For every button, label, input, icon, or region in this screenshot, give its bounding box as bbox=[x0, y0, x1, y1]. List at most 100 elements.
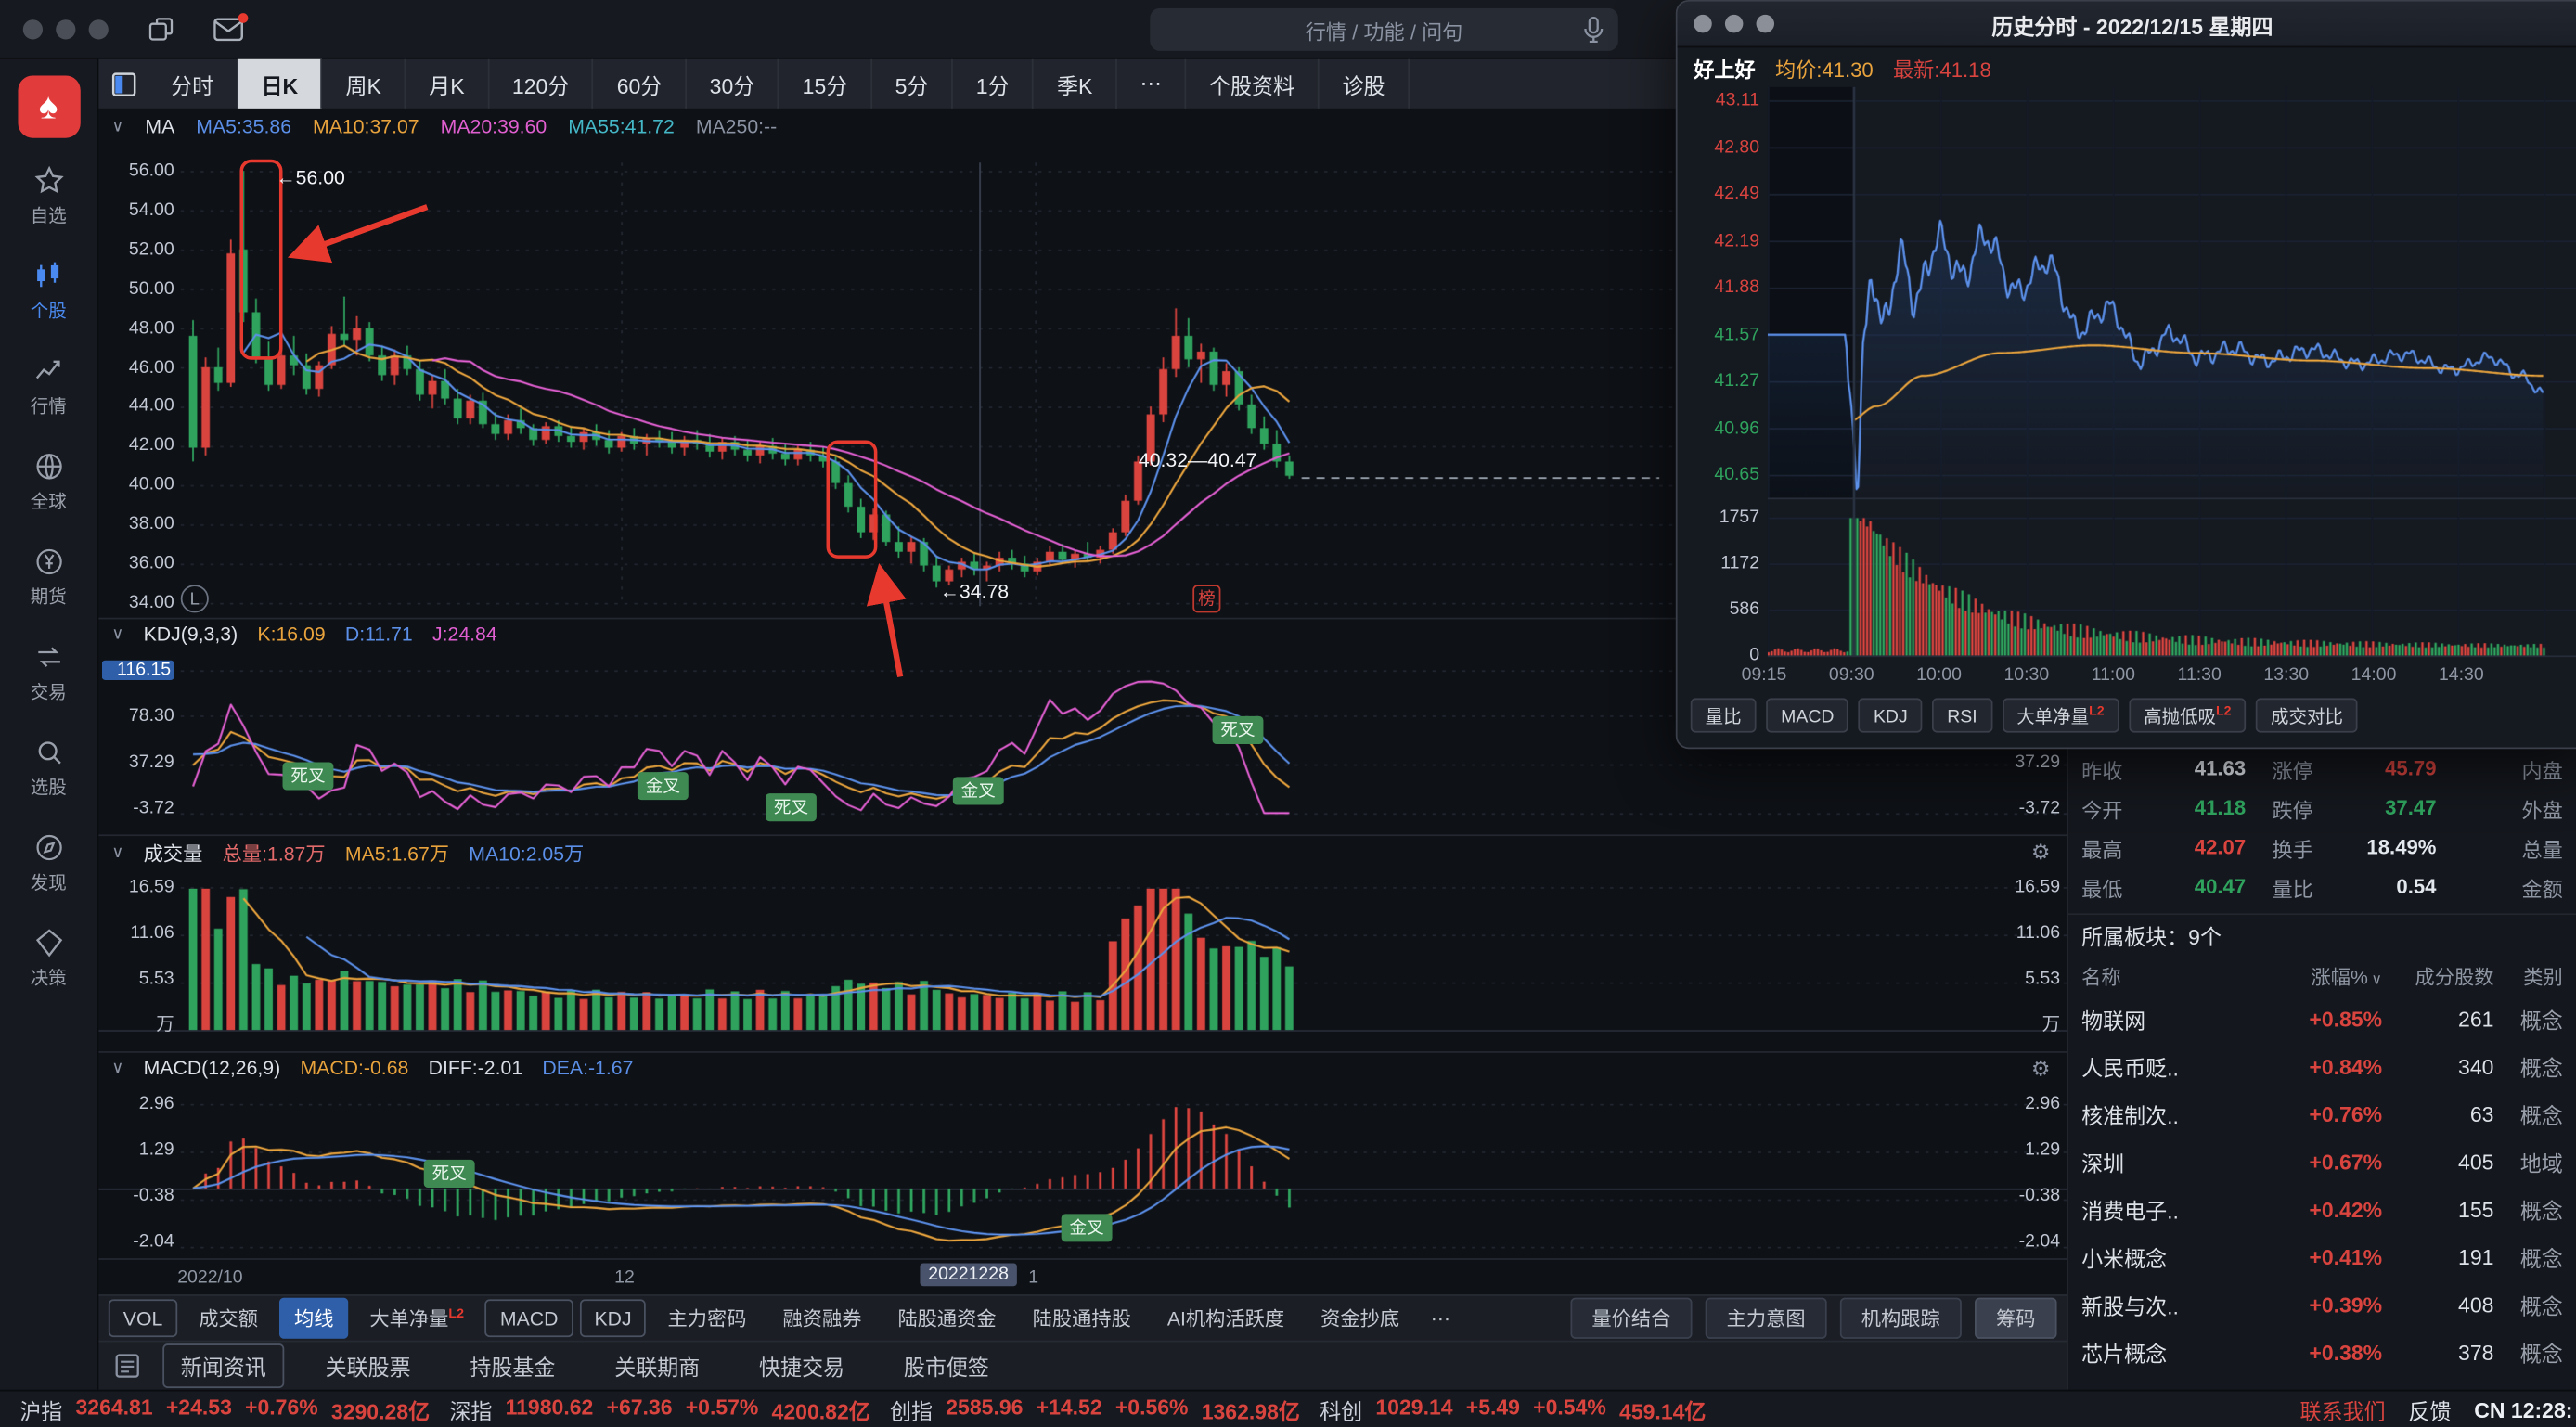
period-tab[interactable]: 月K bbox=[406, 58, 490, 109]
mail-icon[interactable] bbox=[213, 12, 249, 41]
column-header-name[interactable]: 名称 bbox=[2081, 965, 2121, 988]
stock-info-tab[interactable]: 诊股 bbox=[1320, 58, 1410, 109]
collapse-icon[interactable]: ∨ bbox=[111, 843, 124, 863]
bottom-tab[interactable]: 关联期商 bbox=[597, 1343, 718, 1388]
board-row[interactable]: 深圳 +0.67% 405 地域 bbox=[2068, 1138, 2576, 1186]
minimize-window-button[interactable] bbox=[56, 19, 76, 39]
sidebar-item-trade[interactable]: 交易 bbox=[31, 640, 67, 704]
bottom-tab[interactable]: 关联股票 bbox=[307, 1343, 429, 1388]
analysis-button[interactable]: 量价结合 bbox=[1570, 1297, 1693, 1339]
sidebar-item-stock[interactable]: 个股 bbox=[31, 260, 67, 324]
indicator-button[interactable]: 资金抄底 bbox=[1306, 1298, 1414, 1339]
macd-header[interactable]: ∨ MACD(12,26,9) MACD:-0.68 DIFF:-2.01 DE… bbox=[111, 1056, 633, 1079]
analysis-button[interactable]: 机构跟踪 bbox=[1839, 1297, 1962, 1339]
sidebar-item-strategy[interactable]: 决策 bbox=[31, 927, 67, 991]
period-tab[interactable]: 30分 bbox=[687, 58, 779, 109]
index-quote[interactable]: 科创 1029.14 +5.49 +0.54% 459.14亿 bbox=[1320, 1394, 1706, 1425]
period-tab[interactable]: 分时 bbox=[148, 58, 238, 109]
board-row[interactable]: 物联网 +0.85% 261 概念 bbox=[2068, 996, 2576, 1043]
board-row[interactable]: 人民币贬.. +0.84% 340 概念 bbox=[2068, 1043, 2576, 1090]
period-tab[interactable]: 15分 bbox=[779, 58, 872, 109]
board-row[interactable]: 其他电子 -0.51% 36 行业 bbox=[2068, 1377, 2576, 1390]
volume-header[interactable]: ∨ 成交量 总量:1.87万 MA5:1.67万 MA10:2.05万 bbox=[111, 840, 584, 868]
indicator-button[interactable]: 主力密码 bbox=[653, 1298, 762, 1339]
minimize-icon[interactable] bbox=[1724, 14, 1744, 33]
indicator-tab[interactable]: 量比 bbox=[1690, 698, 1757, 733]
index-quote[interactable]: 深指 11980.62 +67.36 +0.57% 4200.82亿 bbox=[449, 1394, 869, 1425]
collapse-icon[interactable]: ∨ bbox=[111, 1059, 124, 1077]
contact-us-link[interactable]: 联系我们 bbox=[2299, 1398, 2386, 1424]
close-window-button[interactable] bbox=[22, 19, 44, 39]
stock-info-tab[interactable]: 个股资料 bbox=[1186, 58, 1320, 109]
sidebar-item-screener[interactable]: 选股 bbox=[31, 736, 67, 800]
column-header-type[interactable]: 类别 bbox=[2523, 965, 2563, 988]
kdj-header[interactable]: ∨ KDJ(9,3,3) K:16.09 D:11.71 J:24.84 bbox=[111, 623, 496, 646]
indicator-button[interactable]: 陆股通持股 bbox=[1018, 1298, 1146, 1339]
collapse-icon[interactable]: ∨ bbox=[111, 117, 124, 136]
indicator-button[interactable]: 成交额 bbox=[184, 1298, 273, 1339]
bottom-tab[interactable]: 股市便签 bbox=[885, 1343, 1007, 1388]
indicator-button[interactable]: KDJ bbox=[579, 1299, 647, 1338]
column-header-count[interactable]: 成分股数 bbox=[2415, 965, 2494, 988]
collapse-icon[interactable]: ∨ bbox=[111, 624, 124, 644]
windows-stack-icon[interactable] bbox=[148, 16, 174, 42]
bottom-tab[interactable]: 快捷交易 bbox=[741, 1343, 863, 1388]
index-quote[interactable]: 沪指 3264.81 +24.53 +0.76% 3290.28亿 bbox=[19, 1394, 430, 1425]
indicator-tab[interactable]: 成交对比 bbox=[2256, 698, 2358, 733]
period-tab[interactable]: ⋯ bbox=[1117, 58, 1187, 109]
indicator-button[interactable]: 陆股通资金 bbox=[883, 1298, 1011, 1339]
history-intraday-window[interactable]: 历史分时 - 2022/12/15 星期四 好上好 均价:41.30 最新:41… bbox=[1675, 0, 2576, 750]
sidebar-item-futures[interactable]: 期货 bbox=[31, 546, 67, 610]
float-window-titlebar[interactable]: 历史分时 - 2022/12/15 星期四 bbox=[1677, 1, 2576, 48]
board-row[interactable]: 小米概念 +0.41% 191 概念 bbox=[2068, 1234, 2576, 1281]
sidebar-item-global[interactable]: 全球 bbox=[31, 450, 67, 514]
indicator-button[interactable]: AI机构活跃度 bbox=[1153, 1298, 1299, 1339]
indicator-button[interactable]: ⋯ bbox=[1421, 1299, 1460, 1337]
sidebar-item-quotes[interactable]: 行情 bbox=[31, 354, 67, 418]
search-box[interactable]: 行情 / 功能 / 问句 bbox=[1150, 7, 1618, 51]
close-icon[interactable] bbox=[1694, 14, 1712, 33]
bottom-tab[interactable]: 持股基金 bbox=[452, 1343, 573, 1388]
sidebar-item-discover[interactable]: 发现 bbox=[31, 831, 67, 895]
indicator-tab[interactable]: KDJ bbox=[1859, 698, 1923, 733]
board-row[interactable]: 芯片概念 +0.38% 378 概念 bbox=[2068, 1329, 2576, 1376]
analysis-button[interactable]: 主力意图 bbox=[1705, 1297, 1827, 1339]
sidebar-item-watchlist[interactable]: 自选 bbox=[31, 164, 67, 228]
zoom-icon[interactable] bbox=[1756, 14, 1775, 33]
board-row[interactable]: 新股与次.. +0.39% 408 概念 bbox=[2068, 1281, 2576, 1329]
indicator-tab[interactable]: MACD bbox=[1766, 698, 1849, 733]
period-tab[interactable]: 季K bbox=[1034, 58, 1117, 109]
macd-settings-gear-icon[interactable]: ⚙ bbox=[2030, 1056, 2051, 1081]
board-row[interactable]: 消费电子.. +0.42% 155 概念 bbox=[2068, 1186, 2576, 1233]
volume-canvas[interactable] bbox=[98, 870, 2067, 1052]
column-header-pct[interactable]: 涨幅% ∨ bbox=[2311, 965, 2383, 988]
indicator-button[interactable]: 大单净量L2 bbox=[354, 1298, 478, 1339]
period-tab[interactable]: 周K bbox=[323, 58, 406, 109]
panel-list-icon[interactable] bbox=[115, 1354, 140, 1379]
ma-indicator-header[interactable]: ∨ MA MA5:35.86 MA10:37.07 MA20:39.60 MA55:4… bbox=[111, 115, 777, 138]
indicator-button[interactable]: 均线 bbox=[279, 1297, 349, 1339]
zoom-window-button[interactable] bbox=[88, 19, 109, 39]
board-section-title[interactable]: 所属板块：9个 bbox=[2067, 913, 2576, 956]
indicator-tab[interactable]: 大单净量L2 bbox=[2002, 698, 2119, 733]
index-quote[interactable]: 创指 2585.96 +14.52 +0.56% 1362.98亿 bbox=[890, 1394, 1300, 1425]
period-tab[interactable]: 1分 bbox=[953, 58, 1035, 109]
analysis-button[interactable]: 筹码 bbox=[1974, 1297, 2057, 1339]
indicator-button[interactable]: MACD bbox=[484, 1299, 573, 1338]
period-tab[interactable]: 60分 bbox=[594, 58, 687, 109]
period-tab[interactable]: 日K bbox=[238, 58, 323, 109]
feedback-link[interactable]: 反馈 bbox=[2408, 1398, 2452, 1424]
indicator-tab[interactable]: 高抛低吸L2 bbox=[2129, 698, 2247, 733]
board-row[interactable]: 核准制次.. +0.76% 63 概念 bbox=[2068, 1091, 2576, 1138]
period-tab[interactable]: 5分 bbox=[872, 58, 953, 109]
rank-badge[interactable]: 榜 bbox=[1192, 585, 1221, 613]
indicator-tab[interactable]: RSI bbox=[1932, 698, 1992, 733]
period-tab[interactable]: 120分 bbox=[489, 58, 594, 109]
volume-settings-gear-icon[interactable]: ⚙ bbox=[2030, 839, 2051, 865]
microphone-icon[interactable] bbox=[1584, 16, 1604, 44]
bottom-tab[interactable]: 新闻资讯 bbox=[162, 1343, 285, 1388]
indicator-button[interactable]: VOL bbox=[108, 1299, 178, 1338]
app-logo[interactable]: ♠ bbox=[17, 75, 80, 138]
indicator-button[interactable]: 融资融券 bbox=[768, 1298, 877, 1339]
intraday-canvas[interactable] bbox=[1767, 86, 2576, 666]
